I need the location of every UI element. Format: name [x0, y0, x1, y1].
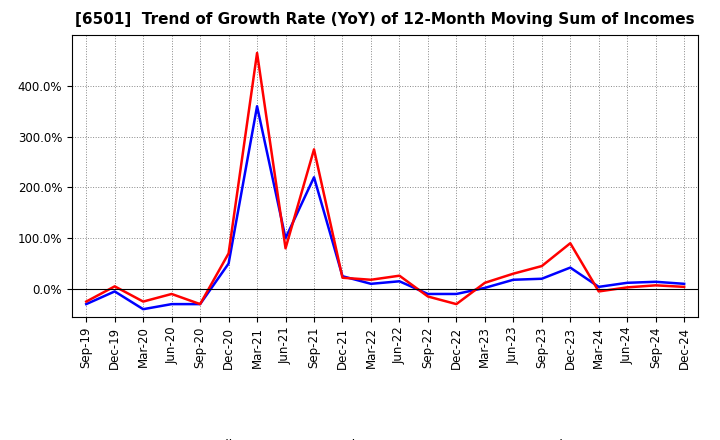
Net Income Growth Rate	[310, 147, 318, 152]
Ordinary Income Growth Rate	[423, 291, 432, 297]
Ordinary Income Growth Rate	[225, 261, 233, 266]
Ordinary Income Growth Rate	[595, 284, 603, 290]
Net Income Growth Rate	[566, 241, 575, 246]
Net Income Growth Rate	[139, 299, 148, 304]
Net Income Growth Rate	[595, 289, 603, 294]
Net Income Growth Rate	[423, 294, 432, 299]
Net Income Growth Rate	[253, 50, 261, 55]
Ordinary Income Growth Rate	[310, 175, 318, 180]
Ordinary Income Growth Rate	[282, 235, 290, 241]
Line: Net Income Growth Rate: Net Income Growth Rate	[86, 53, 684, 304]
Ordinary Income Growth Rate	[566, 265, 575, 270]
Net Income Growth Rate	[680, 284, 688, 290]
Net Income Growth Rate	[366, 277, 375, 282]
Net Income Growth Rate	[225, 251, 233, 256]
Ordinary Income Growth Rate	[509, 277, 518, 282]
Net Income Growth Rate	[480, 280, 489, 286]
Ordinary Income Growth Rate	[623, 280, 631, 286]
Net Income Growth Rate	[623, 285, 631, 290]
Net Income Growth Rate	[509, 271, 518, 276]
Ordinary Income Growth Rate	[537, 276, 546, 282]
Ordinary Income Growth Rate	[452, 291, 461, 297]
Ordinary Income Growth Rate	[338, 274, 347, 279]
Net Income Growth Rate	[110, 284, 119, 289]
Ordinary Income Growth Rate	[139, 307, 148, 312]
Ordinary Income Growth Rate	[167, 301, 176, 307]
Legend: Ordinary Income Growth Rate, Net Income Growth Rate: Ordinary Income Growth Rate, Net Income …	[166, 434, 605, 440]
Ordinary Income Growth Rate	[110, 289, 119, 294]
Net Income Growth Rate	[537, 264, 546, 269]
Ordinary Income Growth Rate	[680, 281, 688, 286]
Net Income Growth Rate	[338, 275, 347, 280]
Ordinary Income Growth Rate	[366, 281, 375, 286]
Net Income Growth Rate	[452, 301, 461, 307]
Net Income Growth Rate	[652, 283, 660, 288]
Net Income Growth Rate	[196, 301, 204, 307]
Net Income Growth Rate	[395, 273, 404, 279]
Title: [6501]  Trend of Growth Rate (YoY) of 12-Month Moving Sum of Incomes: [6501] Trend of Growth Rate (YoY) of 12-…	[76, 12, 695, 27]
Ordinary Income Growth Rate	[480, 285, 489, 290]
Ordinary Income Growth Rate	[253, 103, 261, 109]
Ordinary Income Growth Rate	[395, 279, 404, 284]
Ordinary Income Growth Rate	[82, 301, 91, 307]
Net Income Growth Rate	[282, 246, 290, 251]
Ordinary Income Growth Rate	[652, 279, 660, 284]
Net Income Growth Rate	[82, 299, 91, 304]
Ordinary Income Growth Rate	[196, 301, 204, 307]
Net Income Growth Rate	[167, 291, 176, 297]
Line: Ordinary Income Growth Rate: Ordinary Income Growth Rate	[86, 106, 684, 309]
